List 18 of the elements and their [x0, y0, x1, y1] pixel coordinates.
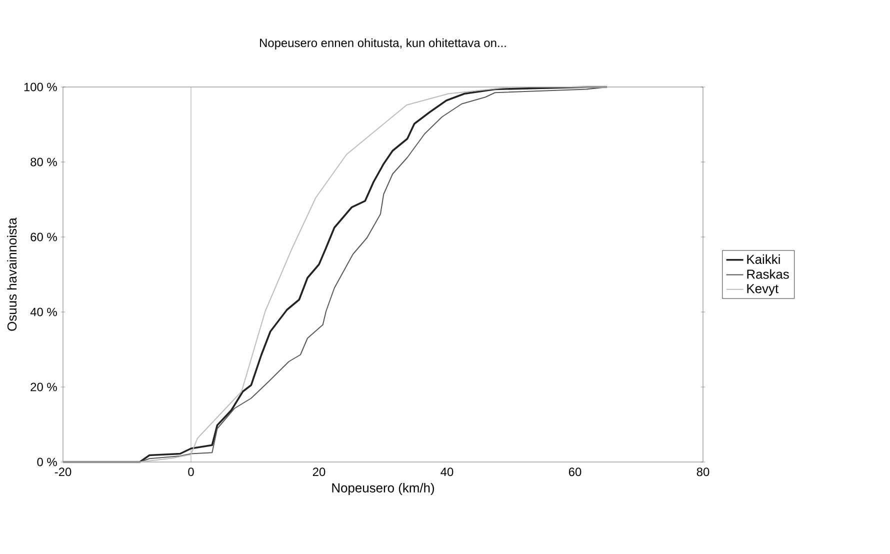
x-tick-label: -20 [54, 468, 72, 476]
x-tick-label: 20 [312, 468, 326, 476]
y-tick-label: 40 % [30, 308, 57, 316]
x-tick-label: 0 [188, 468, 194, 476]
legend-label: Kevyt [747, 284, 778, 296]
chart-title: Nopeusero ennen ohitusta, kun ohitettava on... [260, 38, 506, 50]
y-tick-label: 60 % [30, 232, 57, 242]
y-tick-label: 0 % [37, 458, 57, 466]
y-axis-title: Osuus havainnoista [7, 218, 17, 331]
x-tick-label: 40 [440, 468, 454, 476]
y-tick-label: 100 % [24, 82, 57, 92]
legend-label: Raskas [747, 269, 789, 279]
y-tick-label: 20 % [30, 382, 57, 392]
x-axis-title: Nopeusero (km/h) [332, 482, 434, 496]
legend-label: Kaikki [747, 254, 780, 264]
y-tick-label: 80 % [30, 158, 57, 166]
x-tick-label: 60 [568, 468, 582, 476]
x-tick-label: 80 [696, 468, 710, 476]
